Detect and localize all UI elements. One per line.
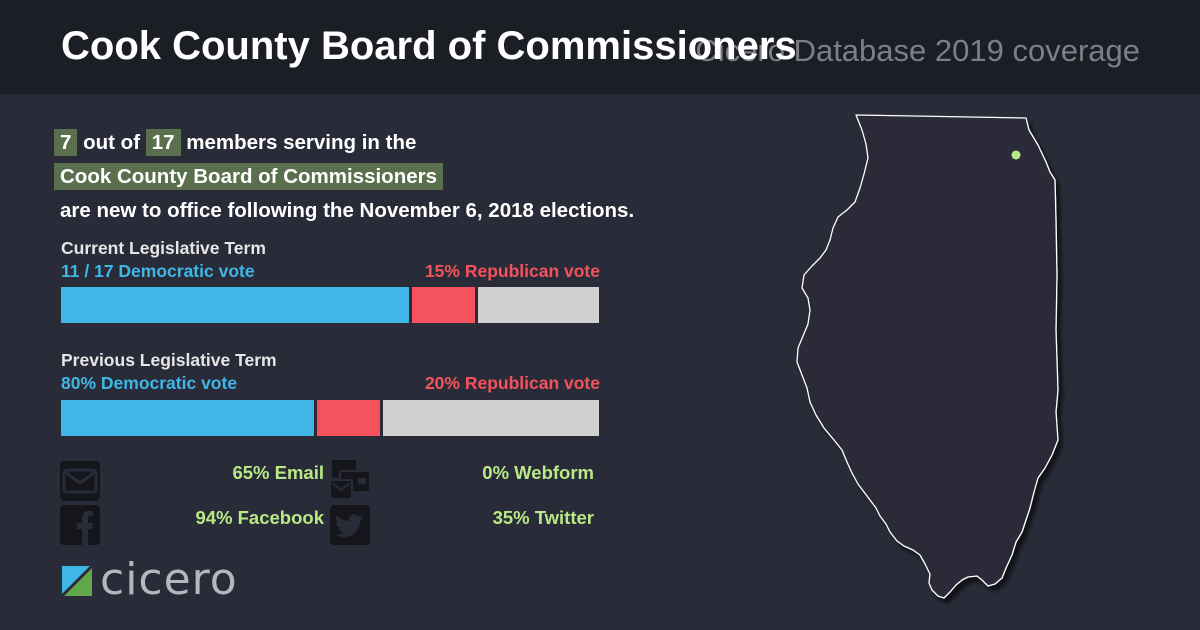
current-term-label: Current Legislative Term [61, 238, 266, 258]
illinois-map [796, 114, 1059, 599]
email-stat: 65% Email [232, 462, 324, 483]
header-banner: Cook County Board of Commissioners Cicer… [0, 0, 1200, 94]
current-rep-label: 15% Republican vote [424, 261, 600, 281]
headline: 7 out of 17 members serving in the Cook … [54, 126, 634, 228]
current-term-bar [61, 287, 599, 323]
previous-divider-1 [314, 400, 317, 436]
previous-dem-segment [61, 400, 314, 436]
current-dem-segment [61, 287, 409, 323]
headline-line-2: Cook County Board of Commissioners [54, 160, 634, 194]
previous-rep-label: 20% Republican vote [424, 373, 600, 393]
coverage-subtitle: Cicero Database 2019 coverage [695, 33, 1140, 68]
new-member-count: 7 [54, 129, 78, 156]
page-title: Cook County Board of Commissioners [61, 24, 797, 68]
previous-divider-2 [380, 400, 383, 436]
webform-icon [330, 460, 370, 500]
headline-line-3: are new to office following the November… [60, 199, 635, 222]
facebook-stat: 94% Facebook [195, 507, 324, 528]
cicero-logo-text: cicero [100, 554, 238, 605]
headline-line-1: 7 out of 17 members serving in the [54, 126, 634, 160]
current-dem-label: 11 / 17 Democratic vote [61, 261, 255, 281]
previous-dem-label: 80% Democratic vote [61, 373, 238, 393]
illinois-outline [796, 114, 1059, 599]
twitter-icon [330, 505, 370, 545]
current-divider-1 [409, 287, 412, 323]
previous-rep-segment [317, 400, 380, 436]
envelope-icon [60, 461, 100, 501]
current-rep-segment [412, 287, 475, 323]
facebook-icon [60, 505, 100, 545]
twitter-stat: 35% Twitter [492, 507, 594, 528]
body-name: Cook County Board of Commissioners [54, 163, 444, 190]
cook-county-marker [1011, 150, 1021, 160]
previous-term-bar [61, 400, 599, 436]
total-member-count: 17 [145, 129, 181, 156]
webform-stat: 0% Webform [482, 462, 594, 483]
out-of-text: out of [83, 131, 141, 154]
current-divider-2 [475, 287, 478, 323]
cicero-logo-mark [62, 566, 92, 596]
headline-line-1-rest: members serving in the [186, 131, 417, 154]
previous-term-label: Previous Legislative Term [61, 350, 277, 370]
